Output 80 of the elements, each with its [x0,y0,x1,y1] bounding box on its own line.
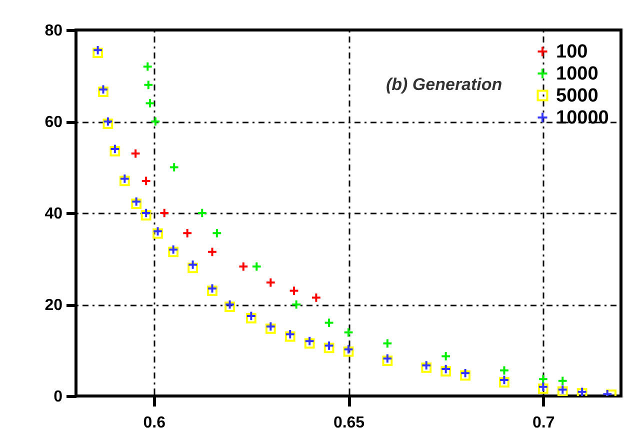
point [265,321,276,332]
point [557,376,568,386]
point [143,80,154,90]
point [150,116,161,127]
legend-label: 1000 [556,64,598,84]
point [130,148,141,159]
point [212,228,222,238]
point [224,299,235,310]
point [168,244,179,255]
point [284,331,296,342]
point [440,364,452,374]
point [140,176,152,186]
point [291,299,302,310]
point [182,228,193,238]
point [251,261,262,272]
point [92,48,103,58]
y-tick-label: 20 [44,297,63,314]
point [140,208,152,218]
point [110,146,120,156]
y-tick-label: 0 [54,388,63,406]
point [98,84,108,95]
point [460,370,470,381]
point [188,262,198,274]
point [460,368,470,378]
y-tick-label: 60 [44,114,63,131]
legend-label: 100 [556,42,588,62]
point [324,342,334,354]
point [304,338,315,349]
point [168,246,179,258]
point [246,313,256,324]
legend-label: 5000 [556,86,598,106]
point [168,162,180,172]
point [131,198,142,210]
point [440,351,452,362]
point [324,318,334,328]
point [224,302,235,312]
point [152,226,163,236]
point [440,366,452,376]
point [144,98,156,108]
point [238,261,249,272]
point [499,374,510,386]
point [159,208,170,218]
legend-label: 10000 [556,108,609,128]
point [382,353,393,364]
point [142,61,153,72]
point [284,329,296,340]
point [188,260,198,270]
point [499,377,510,388]
point [98,86,108,97]
point [207,283,218,294]
point [152,228,163,239]
point [288,286,300,296]
y-tick-label: 40 [44,206,63,222]
point [538,374,548,384]
point [207,246,218,258]
point [207,286,218,296]
y-tick-label: 80 [44,22,63,40]
point [119,176,130,186]
point [265,277,276,288]
legend-title: (b) Generation [386,75,502,94]
point [119,174,130,184]
point [102,116,114,127]
point [196,208,208,218]
point [311,292,322,303]
point [140,210,152,220]
point [382,338,393,349]
point [265,324,276,334]
point [110,144,120,154]
x-tick-label: 0.6 [143,414,166,432]
point [343,327,354,338]
point [92,44,103,56]
point [102,118,114,129]
point [131,196,142,207]
point [499,365,510,376]
x-tick-label: 0.7 [532,414,555,432]
point [324,340,334,351]
point [382,356,393,366]
point [304,336,315,346]
point [246,310,256,322]
x-tick-label: 0.65 [333,414,365,432]
